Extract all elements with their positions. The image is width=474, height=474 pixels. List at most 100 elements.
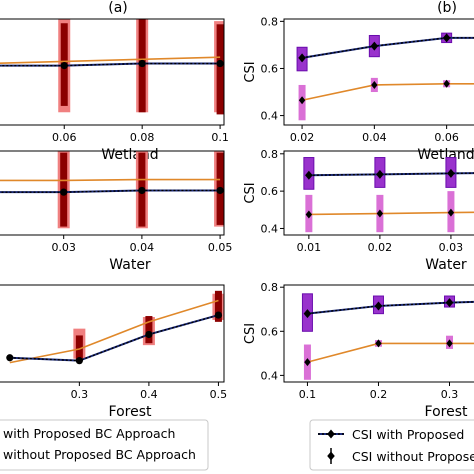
marker-with bbox=[216, 186, 224, 195]
x-tick-label: 0.1 bbox=[211, 131, 229, 144]
series-line-without bbox=[0, 178, 221, 182]
legend-a-item: with Proposed BC Approach bbox=[3, 426, 175, 441]
legend-b-frame bbox=[309, 419, 474, 471]
legend-b-item: CSI without Proposed bbox=[352, 449, 474, 464]
marker-without bbox=[446, 339, 453, 348]
series-line-with-base bbox=[308, 172, 474, 177]
marker-with bbox=[305, 170, 313, 180]
plot-frame bbox=[0, 284, 225, 383]
plot-area bbox=[296, 32, 474, 121]
marker-with bbox=[214, 311, 223, 319]
subplot-6: 0.1 0.2 0.3 0.4 0.6 0.8 Forest CSI bbox=[243, 281, 474, 420]
box-inner bbox=[145, 316, 153, 344]
x-tick-label: 0.08 bbox=[130, 131, 155, 144]
marker-with bbox=[442, 33, 451, 43]
y-tick-label: 0.6 bbox=[261, 185, 279, 198]
x-tick-label: 0.3 bbox=[441, 388, 459, 401]
x-tick-label: 0.3 bbox=[71, 388, 89, 401]
x-axis-label: Wetland bbox=[101, 147, 158, 163]
plot-area bbox=[0, 151, 224, 229]
series-line-with bbox=[0, 62, 221, 67]
x-tick-label: 0.4 bbox=[140, 388, 158, 401]
x-tick-label: 0.1 bbox=[299, 388, 317, 401]
y-axis-label: CSI bbox=[243, 61, 258, 82]
series-line-without bbox=[308, 211, 474, 216]
y-tick-label: 0.4 bbox=[261, 110, 279, 123]
plot-frame bbox=[0, 150, 225, 236]
legends: with Proposed BC Approach without Propose… bbox=[0, 419, 474, 471]
marker-without bbox=[371, 80, 378, 89]
series-line-without bbox=[301, 82, 474, 102]
y-axis-label: CSI bbox=[243, 323, 258, 344]
legend-b-marker bbox=[327, 429, 335, 439]
plot-area bbox=[303, 157, 474, 233]
plot-area bbox=[0, 19, 224, 115]
x-tick-label: 0.02 bbox=[290, 131, 315, 144]
plot-frame bbox=[283, 284, 474, 383]
subplot-3: 0.3 0.4 0.5 Forest bbox=[0, 284, 228, 420]
marker-without bbox=[376, 209, 384, 218]
marker-with bbox=[376, 169, 384, 179]
x-axis-label: Forest bbox=[109, 404, 152, 420]
marker-with bbox=[138, 186, 146, 195]
marker-with bbox=[216, 59, 224, 68]
series-line-with-base bbox=[9, 314, 219, 362]
x-tick-label: 0.03 bbox=[439, 241, 464, 254]
marker-with bbox=[445, 298, 454, 308]
legend-a-frame bbox=[0, 419, 209, 471]
marker-with bbox=[370, 41, 379, 51]
marker-with bbox=[60, 188, 68, 196]
x-tick-label: 0.03 bbox=[51, 241, 76, 254]
legend-b-marker bbox=[327, 451, 335, 461]
marker-with bbox=[138, 59, 146, 68]
marker-without bbox=[447, 208, 455, 217]
y-axis-label: CSI bbox=[243, 182, 258, 203]
marker-with bbox=[75, 357, 83, 365]
marker-with bbox=[145, 330, 153, 339]
x-tick-label: 0.04 bbox=[362, 131, 387, 144]
plot-area bbox=[301, 293, 474, 380]
marker-without bbox=[298, 96, 306, 105]
x-tick-label: 0.01 bbox=[297, 241, 322, 254]
y-tick-label: 0.6 bbox=[261, 325, 279, 338]
box-inner bbox=[214, 290, 222, 322]
y-tick-label: 0.8 bbox=[261, 281, 279, 294]
subplot-5: 0.01 0.02 0.03 0.4 0.6 0.8 Water CSI bbox=[243, 148, 474, 273]
x-tick-label: 0.05 bbox=[208, 241, 233, 254]
series-line-with-base bbox=[307, 300, 474, 315]
marker-with bbox=[298, 53, 306, 63]
panel-label-a: (a) bbox=[108, 0, 128, 16]
y-tick-label: 0.4 bbox=[261, 222, 279, 235]
series-line-with bbox=[301, 37, 474, 59]
x-tick-label: 0.2 bbox=[370, 388, 388, 401]
plot-frame bbox=[0, 18, 225, 126]
legend-a-item: without Proposed BC Approach bbox=[3, 447, 196, 462]
marker-with bbox=[6, 354, 14, 362]
y-tick-label: 0.8 bbox=[261, 15, 279, 28]
series-line-without bbox=[0, 56, 221, 64]
marker-without bbox=[443, 79, 450, 88]
x-tick-label: 0.04 bbox=[130, 241, 155, 254]
y-tick-label: 0.8 bbox=[261, 148, 279, 161]
legend-b: CSI with Proposed CSI without Proposed bbox=[309, 419, 474, 471]
x-axis-label: Forest bbox=[425, 404, 468, 420]
legend-b-item: CSI with Proposed bbox=[352, 427, 464, 442]
x-tick-label: 0.5 bbox=[210, 388, 228, 401]
marker-without bbox=[304, 358, 311, 367]
y-tick-label: 0.6 bbox=[261, 62, 279, 75]
subplot-2: 0.03 0.04 0.05 Water bbox=[0, 150, 233, 273]
series-line-without bbox=[9, 299, 219, 364]
marker-with bbox=[374, 301, 383, 311]
x-axis-label: Water bbox=[109, 257, 151, 273]
x-tick-label: 0.06 bbox=[434, 131, 459, 144]
box-inner bbox=[216, 24, 224, 115]
marker-without bbox=[375, 339, 382, 348]
plot-frame bbox=[283, 18, 474, 126]
legend-a: with Proposed BC Approach without Propose… bbox=[0, 419, 209, 471]
series-line-with bbox=[9, 314, 219, 362]
marker-with bbox=[60, 62, 68, 70]
x-tick-label: 0.06 bbox=[52, 131, 77, 144]
